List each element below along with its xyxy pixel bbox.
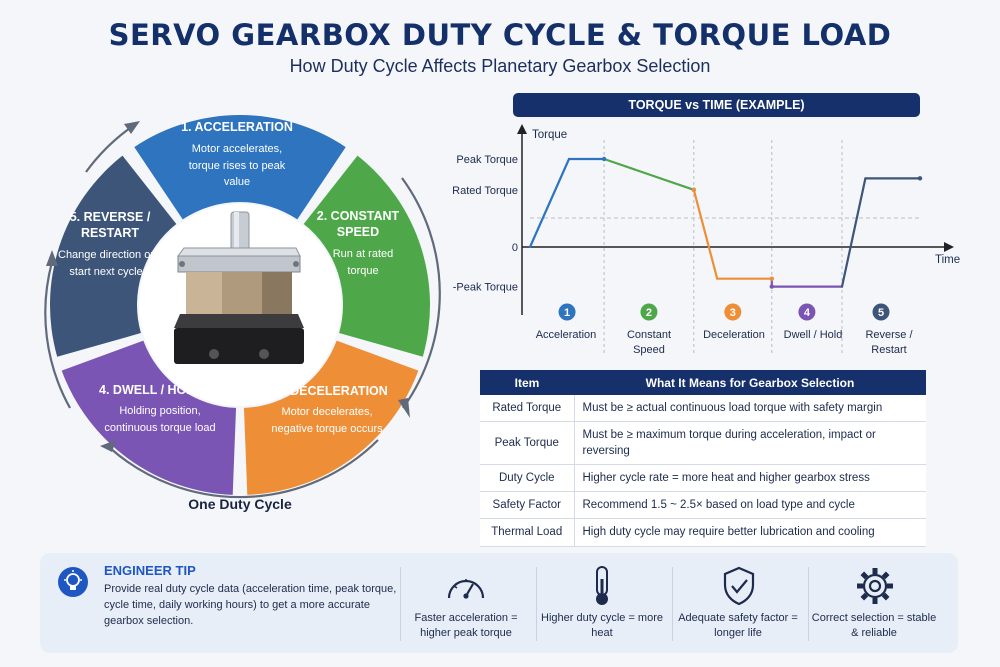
ring-segment-acceleration bbox=[134, 114, 346, 220]
segment-title-deceleration: 3. DECELERATION bbox=[276, 384, 388, 398]
table-cell-item: Duty Cycle bbox=[480, 464, 575, 493]
arrowhead-icon bbox=[100, 440, 116, 452]
tip-caption-gear: Correct selection = stable & reliable bbox=[811, 612, 937, 640]
tip-caption-thermometer: Higher duty cycle = more heat bbox=[541, 612, 663, 640]
arrowhead-icon bbox=[398, 398, 410, 418]
engineer-tip-panel bbox=[40, 553, 958, 653]
tip-divider bbox=[536, 567, 537, 641]
cycle-arrow-bottom bbox=[109, 439, 379, 499]
y-tick-peak-torque: Peak Torque bbox=[456, 154, 518, 166]
segment-title-dwell-hold: 4. DWELL / HOLD bbox=[99, 383, 203, 397]
phase-label-acceleration: Acceleration bbox=[535, 329, 597, 341]
ring-segment-constant-speed bbox=[303, 155, 430, 357]
ring-segment-deceleration bbox=[243, 340, 419, 495]
segment-title-acceleration: 1. ACCELERATION bbox=[181, 120, 293, 134]
data-point bbox=[769, 276, 774, 281]
data-point bbox=[917, 176, 923, 181]
data-point bbox=[601, 156, 607, 162]
data-point bbox=[769, 284, 774, 289]
selection-table: Item What It Means for Gearbox Selection… bbox=[480, 370, 926, 547]
segment-desc-deceleration: Motor decelerates, negative torque occur… bbox=[271, 406, 383, 435]
x-axis-label: Time bbox=[935, 254, 960, 266]
y-tick-negative-peak-torque: -Peak Torque bbox=[453, 282, 518, 294]
tip-divider bbox=[400, 567, 401, 641]
cycle-arrow-topleft bbox=[85, 127, 131, 173]
gauge-icon bbox=[447, 579, 485, 599]
y-tick-zero: 0 bbox=[512, 242, 518, 254]
table-row: Duty Cycle Higher cycle rate = more heat… bbox=[480, 464, 926, 493]
cycle-caption: One Duty Cycle bbox=[188, 496, 292, 512]
phase-label-deceleration: Deceleration bbox=[703, 329, 765, 341]
gear-icon bbox=[857, 568, 893, 604]
torque-line-segment bbox=[603, 157, 695, 191]
torque-line-segment bbox=[692, 188, 719, 280]
table-row: Thermal Load High duty cycle may require… bbox=[480, 518, 926, 547]
phase-badge-number: 1 bbox=[564, 307, 570, 319]
torque-line-segment bbox=[528, 157, 571, 249]
table-cell-meaning: High duty cycle may require better lubri… bbox=[574, 518, 926, 547]
tip-caption-gauge: Faster acceleration = higher peak torque bbox=[414, 612, 518, 640]
phase-badge-number: 4 bbox=[804, 307, 811, 319]
table-header-meaning: What It Means for Gearbox Selection bbox=[574, 370, 926, 395]
phase-badge bbox=[640, 303, 658, 321]
ring-segment-reverse-restart bbox=[50, 155, 177, 357]
segment-desc-constant-speed: Run at rated torque bbox=[332, 248, 394, 277]
chart-header: TORQUE vs TIME (EXAMPLE) bbox=[513, 93, 920, 117]
table-row: Peak Torque Must be ≥ maximum torque dur… bbox=[480, 421, 926, 466]
tip-caption-shield: Adequate safety factor = longer life bbox=[678, 612, 798, 640]
tip-divider bbox=[808, 567, 809, 641]
table-cell-item: Peak Torque bbox=[480, 421, 575, 466]
segment-desc-reverse-restart: Change direction or start next cycle bbox=[58, 249, 155, 278]
phase-badge bbox=[872, 303, 890, 321]
ring-segment-dwell-hold bbox=[61, 340, 237, 495]
table-cell-meaning: Recommend 1.5 ~ 2.5× based on load type … bbox=[574, 491, 926, 520]
phase-badge bbox=[798, 303, 816, 321]
phase-badge-number: 3 bbox=[730, 307, 736, 319]
table-cell-item: Safety Factor bbox=[480, 491, 575, 520]
table-row: Rated Torque Must be ≥ actual continuous… bbox=[480, 395, 926, 423]
data-point bbox=[691, 187, 696, 192]
table-header-item: Item bbox=[480, 370, 574, 395]
chart-axes bbox=[517, 124, 954, 315]
table-cell-item: Thermal Load bbox=[480, 518, 575, 547]
page-subtitle: How Duty Cycle Affects Planetary Gearbox… bbox=[289, 56, 711, 76]
table-cell-meaning: Must be ≥ maximum torque during accelera… bbox=[574, 421, 926, 466]
table-header-row: Item What It Means for Gearbox Selection bbox=[480, 370, 926, 395]
lightbulb-icon bbox=[58, 567, 88, 597]
table-cell-meaning: Must be ≥ actual continuous load torque … bbox=[574, 395, 926, 423]
duty-cycle-diagram bbox=[44, 114, 441, 499]
thermometer-icon bbox=[596, 566, 608, 605]
segment-desc-acceleration: Motor accelerates, torque rises to peak … bbox=[188, 143, 286, 188]
phase-label-reverse-restart: Reverse / Restart bbox=[865, 329, 913, 356]
phase-label-dwell-hold: Dwell / Hold bbox=[783, 329, 843, 341]
shield-check-icon bbox=[723, 566, 755, 606]
gearbox-icon bbox=[174, 211, 304, 364]
y-tick-rated-torque: Rated Torque bbox=[452, 185, 518, 197]
phase-badge bbox=[558, 303, 576, 321]
cycle-arrow-left bbox=[44, 261, 71, 409]
page-title: SERVO GEARBOX DUTY CYCLE & TORQUE LOAD bbox=[108, 18, 892, 52]
tip-title: ENGINEER TIP bbox=[104, 563, 196, 578]
cycle-arrows bbox=[44, 127, 441, 499]
phase-label-constant-speed: Constant Speed bbox=[626, 329, 672, 356]
torque-line-segment bbox=[840, 177, 867, 288]
arrowhead-icon bbox=[124, 121, 140, 134]
phase-badge-number: 5 bbox=[878, 307, 884, 319]
y-axis-label: Torque bbox=[532, 129, 567, 141]
table-cell-item: Rated Torque bbox=[480, 395, 575, 423]
cycle-arrow-right bbox=[401, 177, 441, 409]
y-axis-arrowhead-icon bbox=[517, 124, 527, 134]
segment-desc-dwell-hold: Holding position, continuous torque load bbox=[104, 405, 216, 434]
phase-badge-number: 2 bbox=[646, 307, 652, 319]
tip-text: Provide real duty cycle data (accelerati… bbox=[104, 583, 397, 627]
segment-title-constant-speed: 2. CONSTANT SPEED bbox=[316, 209, 400, 240]
table-row: Safety Factor Recommend 1.5 ~ 2.5× based… bbox=[480, 491, 926, 520]
table-cell-meaning: Higher cycle rate = more heat and higher… bbox=[574, 464, 926, 493]
phase-badge bbox=[724, 303, 742, 321]
tip-divider bbox=[672, 567, 673, 641]
torque-chart: Torque Time Peak Torque Rated Torque 0 -… bbox=[452, 124, 960, 355]
segment-title-reverse-restart: 5. REVERSE / RESTART bbox=[69, 210, 151, 241]
x-axis-arrowhead-icon bbox=[944, 242, 954, 252]
arrowhead-icon bbox=[46, 250, 58, 266]
